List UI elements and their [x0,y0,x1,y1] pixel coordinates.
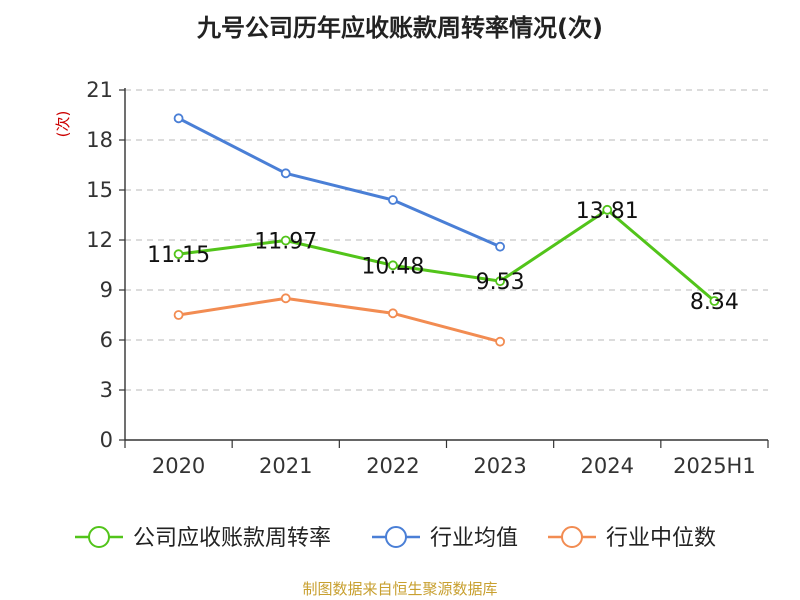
legend-marker [88,526,110,548]
axes [119,88,769,448]
legend-label: 公司应收账款周转率 [133,526,331,551]
legend-marker [561,526,583,548]
legend-item[interactable]: 公司应收账款周转率 [75,526,331,551]
data-label: 9.53 [476,270,525,295]
y-tick-labels: 0 3 6 9 12 15 18 21 [86,78,113,452]
x-tick-labels: 2020 2021 2022 2023 2024 2025H1 [152,454,756,478]
x-tick-label: 2024 [581,454,634,478]
y-tick-label: 12 [86,228,113,252]
data-labels: 11.15 11.97 10.48 9.53 13.81 8.34 [147,199,739,315]
data-point [388,260,398,271]
data-point [280,235,291,246]
x-tick-label: 2023 [473,454,526,478]
grid-lines [125,89,768,391]
series-line-2 [178,296,501,344]
legend-label: 行业均值 [430,526,518,551]
x-tick-label: 2025H1 [673,454,756,478]
x-tick-label: 2022 [366,454,419,478]
series-line-0 [178,208,716,303]
y-tick-label: 6 [100,328,113,352]
data-label: 11.97 [254,230,317,255]
y-tick-label: 9 [100,278,113,302]
x-tick-label: 2020 [152,454,205,478]
data-point [280,293,291,304]
legend-marker [385,526,407,548]
data-point [495,276,505,287]
y-tick-label: 0 [100,428,113,452]
source-note: 制图数据来自恒生聚源数据库 [302,580,498,598]
chart-title: 九号公司历年应收账款周转率情况(次) [197,14,603,42]
data-point [709,296,720,306]
y-tick-label: 21 [86,78,113,102]
data-point [173,249,184,260]
y-tick-label: 15 [86,178,113,202]
series-lines [177,116,716,344]
data-point [602,204,613,215]
data-point [495,241,505,252]
legend-label: 行业中位数 [606,526,716,551]
x-tick-label: 2021 [259,454,312,478]
series-points [173,113,720,347]
data-point [173,113,184,124]
data-label: 11.15 [147,243,210,268]
data-point [495,336,505,347]
data-point [388,195,398,205]
data-point [173,310,184,320]
data-label: 8.34 [690,290,739,315]
series-line-1 [177,116,501,249]
y-tick-label: 3 [100,378,113,402]
data-point [280,168,291,179]
legend: 公司应收账款周转率 行业均值 行业中位数 [75,526,716,551]
y-axis-unit: (次) [54,111,72,138]
legend-item[interactable]: 行业中位数 [548,526,716,551]
legend-item[interactable]: 行业均值 [372,526,518,551]
data-point [388,308,398,319]
data-label: 13.81 [576,199,639,224]
data-label: 10.48 [361,254,424,279]
y-tick-label: 18 [86,128,113,152]
